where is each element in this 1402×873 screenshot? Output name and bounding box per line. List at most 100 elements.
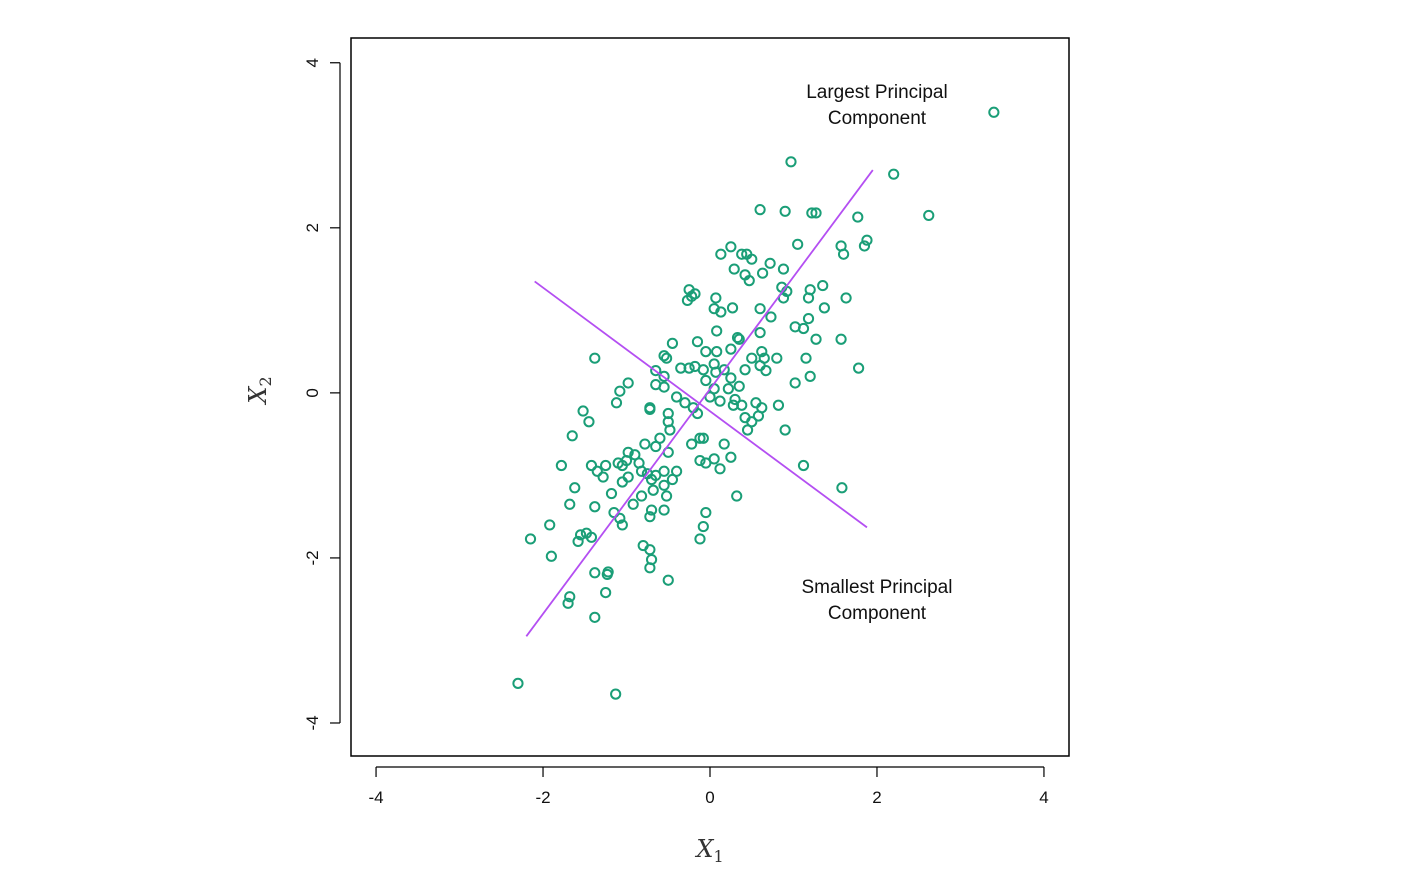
data-point <box>714 395 726 407</box>
data-point <box>731 490 743 502</box>
data-point <box>694 533 706 545</box>
smallest-pc-line <box>534 280 868 529</box>
data-point <box>616 476 628 488</box>
data-point <box>671 391 683 403</box>
data-point <box>645 504 658 516</box>
data-point <box>686 438 698 450</box>
data-point <box>741 424 754 436</box>
x-tick-label: 4 <box>1039 788 1048 807</box>
data-point <box>544 519 556 531</box>
data-point <box>591 465 603 477</box>
data-point <box>726 302 739 314</box>
data-point <box>789 377 801 389</box>
data-point <box>666 473 679 486</box>
data-point <box>610 688 622 700</box>
data-point <box>697 364 709 376</box>
data-point <box>658 350 670 362</box>
data-point <box>700 506 712 519</box>
data-point <box>683 362 695 374</box>
data-point <box>754 204 766 216</box>
data-point <box>710 292 722 304</box>
data-point <box>658 479 670 491</box>
data-point <box>585 459 598 472</box>
data-point <box>644 403 656 415</box>
plot-frame <box>350 37 1070 757</box>
data-point <box>589 501 601 513</box>
data-point <box>802 292 815 304</box>
data-point <box>836 482 848 494</box>
data-point <box>806 207 818 219</box>
data-point <box>725 451 737 463</box>
data-point <box>664 424 676 436</box>
data-point <box>689 288 701 300</box>
data-point <box>644 562 656 574</box>
data-point <box>639 438 651 450</box>
data-point <box>771 352 783 364</box>
data-point <box>750 397 762 409</box>
data-point <box>711 325 723 337</box>
data-point <box>700 374 712 387</box>
data-point <box>754 327 766 339</box>
data-point <box>718 438 730 450</box>
smallest-pc-annotation: Smallest Principal Component <box>801 577 952 624</box>
data-point <box>729 393 741 406</box>
data-point <box>658 381 670 393</box>
data-point <box>614 512 626 524</box>
data-point <box>988 106 1000 118</box>
data-point <box>715 306 727 318</box>
data-point <box>660 352 673 364</box>
data-point <box>777 263 790 275</box>
data-point <box>650 364 662 377</box>
data-point <box>756 267 769 279</box>
data-point <box>817 279 829 292</box>
y-tick-label: 4 <box>303 58 322 67</box>
data-point <box>564 498 576 510</box>
data-point <box>785 156 797 168</box>
data-point <box>733 380 745 392</box>
y-tick-label: -2 <box>303 550 322 565</box>
data-point <box>694 454 706 467</box>
data-point <box>764 257 776 269</box>
data-point <box>583 416 595 428</box>
data-point <box>923 209 935 222</box>
data-point <box>711 346 723 358</box>
data-point <box>589 352 601 364</box>
data-point <box>600 459 612 472</box>
y-axis-title: X2 <box>244 376 275 405</box>
data-point <box>585 531 598 543</box>
data-point <box>697 432 709 444</box>
annotations: Largest Principal Component Smallest Princ… <box>801 82 952 624</box>
data-point <box>622 446 634 458</box>
data-point <box>800 352 812 364</box>
data-point <box>739 364 751 376</box>
data-point <box>792 238 804 250</box>
data-point <box>743 275 755 287</box>
data-point <box>765 311 777 323</box>
data-point <box>797 459 810 472</box>
y-tick-label: 0 <box>303 388 322 397</box>
data-point <box>622 471 634 483</box>
data-point <box>746 253 758 265</box>
data-point <box>861 234 873 246</box>
data-point <box>564 591 576 603</box>
data-point <box>853 362 865 374</box>
data-point <box>512 677 524 689</box>
data-point <box>810 333 822 345</box>
data-point <box>658 370 670 382</box>
data-point <box>658 465 670 477</box>
data-point <box>736 399 748 411</box>
data-point <box>840 292 852 304</box>
data-point <box>700 346 712 358</box>
data-point <box>694 432 706 444</box>
data-point <box>616 519 628 531</box>
data-point <box>835 333 847 345</box>
y-axis: -4 -2 0 2 4 <box>303 58 341 731</box>
data-point <box>779 424 791 436</box>
data-point <box>858 240 871 252</box>
principal-component-lines <box>525 169 874 637</box>
x-tick-label: -4 <box>368 788 383 807</box>
data-point <box>681 294 694 307</box>
data-point <box>754 303 766 315</box>
data-point <box>574 529 587 541</box>
